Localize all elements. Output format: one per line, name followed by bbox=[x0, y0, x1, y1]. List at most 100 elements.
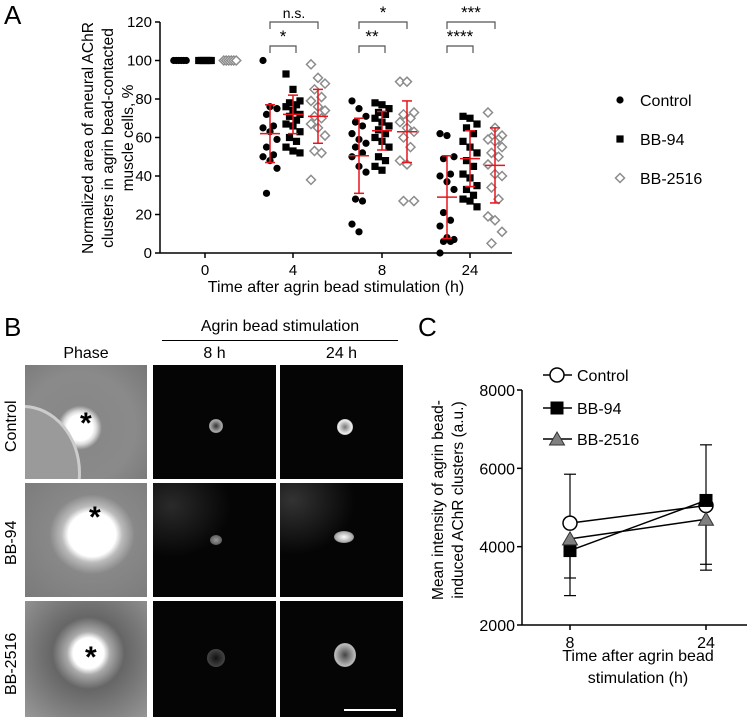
data-point-control bbox=[446, 170, 455, 178]
data-point-control bbox=[439, 155, 448, 163]
data-point-control bbox=[269, 122, 278, 130]
phase-image-control: * bbox=[25, 365, 147, 479]
y-tick-label: 100 bbox=[127, 53, 152, 70]
data-point-bb-94 bbox=[374, 108, 383, 117]
c-y-tick-label: 6000 bbox=[479, 461, 515, 478]
data-point-bb-94 bbox=[466, 197, 474, 205]
data-point-bb-2516 bbox=[230, 54, 242, 67]
data-point-bb-94 bbox=[473, 149, 481, 157]
data-point-bb-2516 bbox=[482, 158, 494, 171]
data-point-bb-2516 bbox=[305, 118, 317, 130]
y-axis-label: muscle cells, % bbox=[120, 84, 137, 191]
data-point-bb-94 bbox=[282, 70, 290, 78]
data-point-bb-94 bbox=[282, 103, 290, 111]
data-point-control bbox=[273, 135, 281, 144]
data-point-control bbox=[259, 56, 267, 65]
data-point-bb-94 bbox=[381, 110, 390, 118]
fluorescence-bb2516-24h bbox=[280, 601, 403, 717]
c-data-point-bb-2516 bbox=[561, 530, 579, 546]
data-point-bb-94 bbox=[466, 114, 474, 122]
data-point-bb-94 bbox=[459, 137, 467, 145]
x-tick-label: 24 bbox=[462, 262, 479, 279]
data-point-bb-94 bbox=[378, 166, 386, 174]
significance-label: ** bbox=[365, 27, 379, 46]
data-point-control bbox=[362, 112, 370, 120]
y-tick-label: 20 bbox=[135, 207, 152, 224]
c-legend-label: BB-2516 bbox=[577, 432, 639, 449]
data-point-bb-2516 bbox=[496, 170, 508, 182]
data-point-control bbox=[362, 139, 370, 147]
data-point-bb-94 bbox=[378, 101, 386, 109]
phase-image-bb94: * bbox=[25, 483, 147, 597]
data-point-bb-94 bbox=[282, 120, 290, 128]
data-point-bb-94 bbox=[381, 130, 390, 138]
bead-marker: * bbox=[80, 407, 92, 440]
fluorescence-bb94-24h bbox=[280, 483, 403, 597]
data-point-control bbox=[259, 153, 267, 161]
data-point-bb-94 bbox=[371, 99, 379, 107]
c-legend-marker bbox=[550, 401, 564, 415]
data-point-control bbox=[436, 222, 444, 230]
c-data-point-bb-94 bbox=[563, 544, 577, 558]
data-point-bb-94 bbox=[473, 182, 481, 190]
data-point-bb-94 bbox=[462, 124, 471, 132]
data-point-bb-2516 bbox=[305, 58, 317, 70]
data-point-bb-94 bbox=[469, 130, 478, 138]
data-point-control bbox=[351, 195, 360, 203]
y-axis-label: clusters in agrin bead-contacted bbox=[100, 28, 117, 248]
data-point-bb-94 bbox=[459, 170, 467, 178]
data-point-bb-2516 bbox=[485, 237, 498, 249]
data-point-control bbox=[262, 143, 271, 151]
data-point-bb-94 bbox=[462, 185, 471, 194]
data-point-control bbox=[436, 249, 444, 257]
c-y-tick-label: 8000 bbox=[479, 383, 515, 400]
data-point-control bbox=[355, 228, 363, 236]
panel-b-label: B bbox=[4, 312, 22, 342]
data-point-bb-94 bbox=[292, 137, 301, 145]
data-point-bb-2516 bbox=[482, 106, 494, 119]
data-point-control bbox=[450, 153, 458, 161]
data-point-bb-2516 bbox=[482, 210, 494, 222]
significance-label: n.s. bbox=[283, 5, 306, 21]
row-label-control: Control bbox=[3, 400, 20, 452]
scale-bar bbox=[344, 709, 396, 711]
data-point-bb-94 bbox=[473, 203, 481, 211]
fluorescence-bb2516-8h bbox=[153, 601, 276, 717]
c-data-point-bb-94 bbox=[699, 493, 713, 507]
c-x-axis-label: stimulation (h) bbox=[588, 670, 688, 687]
c-data-point-bb-2516 bbox=[697, 511, 715, 526]
c-legend-marker bbox=[549, 367, 565, 383]
data-point-control bbox=[358, 197, 367, 205]
panel-c-label: C bbox=[418, 312, 437, 342]
data-point-control bbox=[262, 189, 271, 197]
data-point-control bbox=[358, 122, 367, 130]
legend-label: Control bbox=[640, 93, 692, 110]
c-series-line-bb-94 bbox=[569, 499, 707, 552]
data-point-bb-94 bbox=[207, 56, 215, 65]
data-point-control bbox=[269, 151, 278, 159]
data-point-control bbox=[348, 153, 356, 161]
data-point-bb-94 bbox=[385, 122, 393, 130]
data-point-bb-94 bbox=[289, 147, 297, 155]
y-axis-label: Normalized area of aneural AChR bbox=[80, 22, 97, 254]
data-point-bb-94 bbox=[462, 157, 471, 165]
data-point-bb-94 bbox=[289, 85, 297, 93]
c-legend-label: Control bbox=[577, 368, 629, 385]
significance-bracket bbox=[269, 21, 319, 29]
significance-label: *** bbox=[461, 3, 481, 22]
data-point-bb-94 bbox=[385, 105, 393, 113]
c-y-axis-label: induced AChR clusters (a.u.) bbox=[450, 401, 467, 598]
data-point-bb-2516 bbox=[315, 147, 328, 159]
data-point-bb-94 bbox=[371, 114, 379, 122]
y-tick-label: 60 bbox=[135, 130, 152, 147]
legend-marker-control bbox=[616, 96, 624, 104]
significance-label: * bbox=[280, 27, 287, 46]
c-x-axis-label: Time after agrin bead bbox=[562, 648, 713, 665]
significance-bracket bbox=[446, 21, 496, 29]
data-point-control bbox=[348, 220, 356, 228]
data-point-bb-94 bbox=[285, 112, 294, 120]
data-point-bb-94 bbox=[381, 157, 390, 165]
data-point-control bbox=[443, 131, 451, 140]
data-point-bb-94 bbox=[285, 99, 294, 107]
